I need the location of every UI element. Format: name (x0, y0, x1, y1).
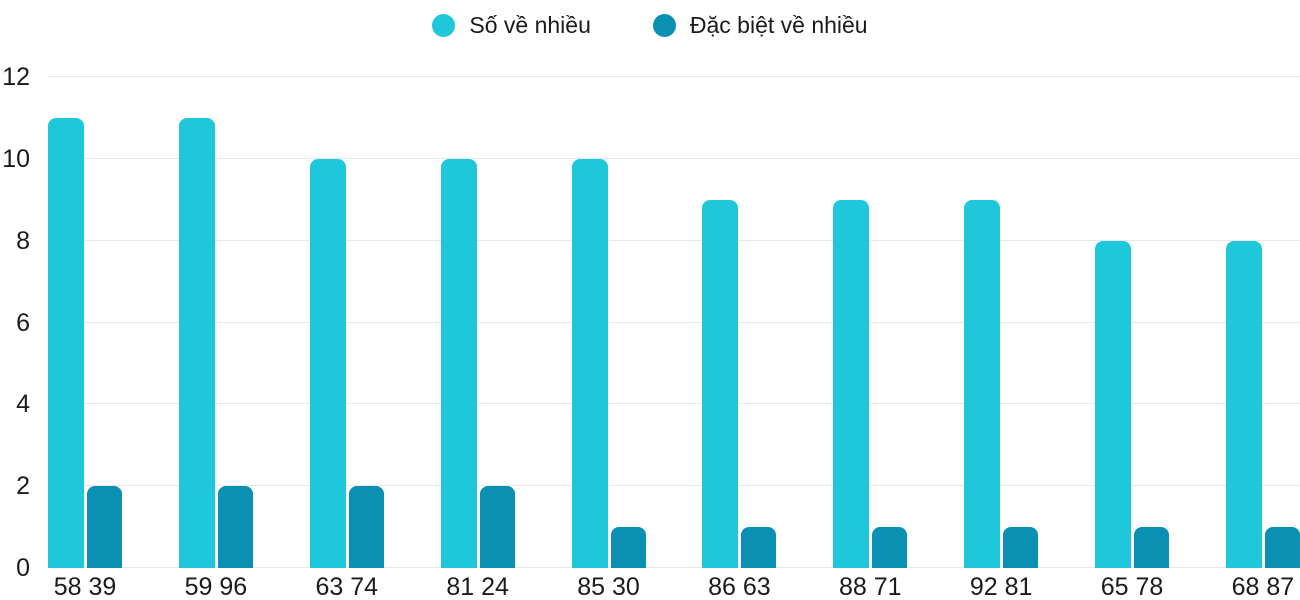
bar-group-59-96 (178, 77, 253, 568)
bar-dac-biet-ve-nhieu-59-96[interactable] (217, 486, 253, 568)
bar-so-ve-nhieu-86-63[interactable] (702, 199, 739, 568)
x-tick-label-58-39: 58 39 (53, 573, 117, 600)
y-tick-label-6: 6 (16, 308, 30, 337)
gridline-2 (48, 485, 1300, 487)
bar-dac-biet-ve-nhieu-63-74[interactable] (348, 486, 384, 568)
x-tick-label-85-30: 85 30 (577, 573, 640, 600)
bar-dac-biet-ve-nhieu-85-30[interactable] (610, 527, 646, 568)
gridline-4 (48, 403, 1300, 405)
x-tick-label-63-74: 63 74 (315, 573, 379, 600)
y-tick-label-10: 10 (2, 144, 30, 173)
x-axis: 58 39 59 96 63 74 81 24 85 30 86 63 88 71 92 81… (48, 573, 1300, 600)
bar-dac-biet-ve-nhieu-92-81[interactable] (1003, 527, 1039, 568)
bar-so-ve-nhieu-92-81[interactable] (964, 199, 1001, 568)
gridline-0 (48, 567, 1300, 568)
x-tick-label-68-87: 68 87 (1231, 573, 1295, 600)
y-tick-label-8: 8 (16, 226, 30, 255)
bar-group-65-78 (1095, 77, 1169, 568)
gridline-12 (48, 76, 1300, 77)
plot-area (48, 76, 1300, 568)
bar-group-86-63 (702, 77, 777, 568)
legend-label-so-ve-nhieu: Số về nhiều (469, 11, 591, 38)
legend-item-dac-biet-ve-nhieu[interactable]: Đặc biệt về nhiều (652, 11, 868, 39)
y-tick-label-4: 4 (16, 390, 30, 419)
x-tick-label-86-63: 86 63 (708, 573, 771, 600)
y-tick-label-2: 2 (16, 472, 30, 501)
bar-so-ve-nhieu-65-78[interactable] (1095, 240, 1131, 568)
bar-dac-biet-ve-nhieu-81-24[interactable] (479, 486, 515, 568)
bar-group-63-74 (309, 77, 384, 568)
legend-swatch-so-ve-nhieu-icon (432, 13, 456, 37)
bar-group-85-30 (571, 77, 646, 568)
legend-swatch-dac-biet-ve-nhieu-icon (652, 13, 676, 37)
bar-dac-biet-ve-nhieu-68-87[interactable] (1264, 527, 1300, 568)
bar-group-92-81 (964, 77, 1039, 568)
gridline-10 (48, 157, 1300, 159)
bar-so-ve-nhieu-59-96[interactable] (178, 117, 215, 568)
bar-so-ve-nhieu-68-87[interactable] (1225, 240, 1262, 568)
legend-item-so-ve-nhieu[interactable]: Số về nhiều (432, 11, 591, 39)
bar-group-81-24 (440, 77, 515, 568)
bar-so-ve-nhieu-63-74[interactable] (309, 158, 346, 568)
x-tick-label-88-71: 88 71 (838, 573, 902, 600)
bar-dac-biet-ve-nhieu-88-71[interactable] (872, 527, 908, 568)
x-tick-label-59-96: 59 96 (184, 573, 248, 600)
x-tick-label-65-78: 65 78 (1100, 573, 1164, 600)
x-tick-label-92-81: 92 81 (969, 573, 1033, 600)
y-tick-label-12: 12 (2, 63, 30, 91)
bar-group-68-87 (1225, 77, 1300, 568)
bar-so-ve-nhieu-88-71[interactable] (833, 199, 870, 568)
chart-legend: Số về nhiều Đặc biệt về nhiều (0, 8, 1300, 42)
y-tick-label-0: 0 (16, 554, 30, 582)
bar-so-ve-nhieu-58-39[interactable] (48, 117, 84, 568)
bar-so-ve-nhieu-85-30[interactable] (571, 158, 608, 568)
bar-dac-biet-ve-nhieu-86-63[interactable] (741, 527, 777, 568)
gridline-6 (48, 321, 1300, 323)
bar-dac-biet-ve-nhieu-65-78[interactable] (1134, 527, 1169, 568)
bar-so-ve-nhieu-81-24[interactable] (440, 158, 477, 568)
bars-layer (48, 77, 1300, 568)
legend-label-dac-biet-ve-nhieu: Đặc biệt về nhiều (689, 11, 868, 38)
y-axis: 0 2 4 6 8 10 12 (0, 64, 30, 581)
gridline-8 (48, 239, 1300, 241)
bar-dac-biet-ve-nhieu-58-39[interactable] (87, 486, 122, 568)
bar-group-88-71 (833, 77, 908, 568)
x-tick-label-81-24: 81 24 (446, 573, 509, 600)
bar-group-58-39 (48, 77, 122, 568)
